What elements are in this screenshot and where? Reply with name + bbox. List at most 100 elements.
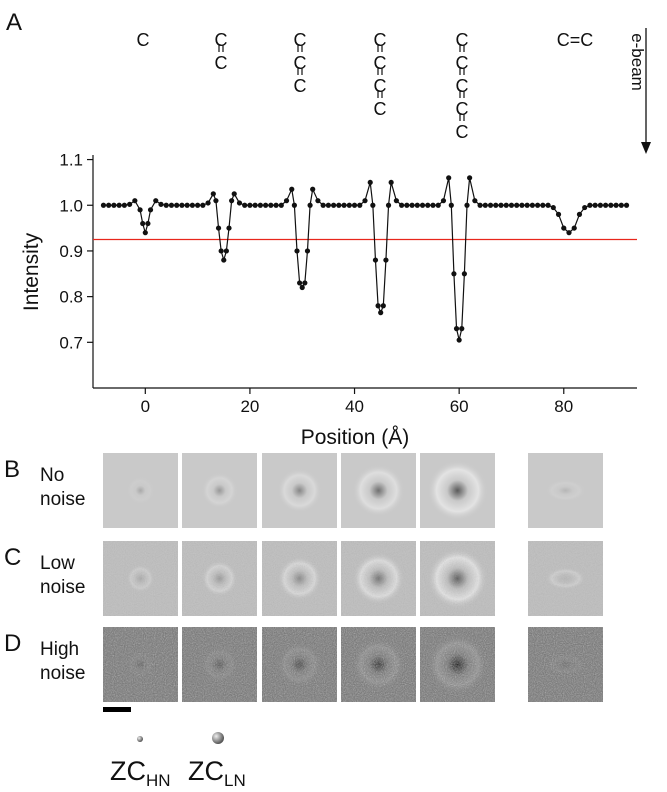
data-point xyxy=(121,202,127,208)
data-point xyxy=(535,202,541,208)
data-point xyxy=(545,202,551,208)
data-point xyxy=(613,202,619,208)
panel-label: A xyxy=(6,9,22,36)
data-point xyxy=(453,326,460,332)
data-point xyxy=(430,202,436,208)
y-tick-label: 1.1 xyxy=(59,151,83,170)
data-point xyxy=(587,202,593,208)
data-point xyxy=(357,202,363,208)
data-point xyxy=(566,230,572,236)
data-point xyxy=(137,207,143,213)
data-point xyxy=(446,175,452,181)
data-point xyxy=(571,225,577,231)
atom-label: C xyxy=(294,76,307,96)
row-panel-label: C xyxy=(4,544,21,571)
image-noise xyxy=(341,541,416,616)
data-point xyxy=(524,202,530,208)
data-point xyxy=(618,202,624,208)
row-label: No xyxy=(40,465,64,486)
atom-label: C xyxy=(137,30,150,50)
atom-label: C xyxy=(456,53,469,73)
data-point xyxy=(362,198,368,204)
data-point xyxy=(273,202,279,208)
data-point xyxy=(385,202,392,208)
data-point xyxy=(514,202,520,208)
atom-label: C xyxy=(456,122,469,142)
data-point xyxy=(519,202,525,208)
atom-label: C xyxy=(294,53,307,73)
y-tick-label: 1.0 xyxy=(59,196,83,215)
data-point xyxy=(440,198,447,204)
data-point xyxy=(529,202,535,208)
x-axis-label: Position (Å) xyxy=(301,426,410,449)
y-tick-label: 0.8 xyxy=(59,288,83,307)
data-point xyxy=(200,202,206,208)
data-point xyxy=(299,284,305,291)
data-point xyxy=(184,202,190,208)
y-tick-label: 0.7 xyxy=(59,333,83,352)
image-noise xyxy=(341,627,416,702)
x-tick-label: 60 xyxy=(450,397,469,416)
image-spot xyxy=(201,472,238,509)
data-point xyxy=(414,202,420,208)
data-point xyxy=(508,202,515,208)
data-point xyxy=(205,200,211,206)
image-spot xyxy=(545,479,586,502)
image-spot xyxy=(277,468,322,513)
data-point xyxy=(435,202,441,208)
image-noise xyxy=(103,541,178,616)
data-point xyxy=(409,202,415,208)
data-point xyxy=(378,310,384,316)
data-point xyxy=(257,202,263,208)
image-noise xyxy=(182,541,257,616)
data-point xyxy=(482,202,488,208)
data-point xyxy=(168,202,175,208)
atom-label: C xyxy=(215,53,228,73)
data-point xyxy=(189,202,195,208)
data-point xyxy=(163,202,169,208)
image-spot xyxy=(427,460,488,521)
data-point xyxy=(336,202,342,208)
image-noise xyxy=(528,627,603,702)
data-point xyxy=(226,225,232,231)
x-tick-label: 80 xyxy=(554,397,573,416)
data-point xyxy=(174,202,180,208)
atom-label: C xyxy=(456,99,469,119)
data-point xyxy=(218,248,224,254)
data-point xyxy=(106,202,112,208)
data-point xyxy=(210,191,216,197)
image-spot xyxy=(352,464,405,517)
data-point xyxy=(608,202,614,208)
data-point xyxy=(278,202,284,208)
data-point xyxy=(291,202,297,208)
beam-label: e-beam xyxy=(628,33,647,91)
atom-label: C xyxy=(374,53,387,73)
data-point xyxy=(576,211,583,217)
data-point xyxy=(388,179,394,186)
data-point xyxy=(372,257,379,263)
image-noise xyxy=(182,627,257,702)
data-point xyxy=(315,198,321,204)
row-label: High xyxy=(40,639,79,660)
x-tick-label: 20 xyxy=(240,397,259,416)
data-point xyxy=(297,280,303,286)
data-point xyxy=(252,202,258,208)
image-noise xyxy=(528,541,603,616)
data-point xyxy=(383,257,389,263)
data-point xyxy=(331,202,337,208)
data-point xyxy=(425,202,431,208)
y-tick-label: 0.9 xyxy=(59,242,83,261)
data-point xyxy=(623,202,630,208)
data-point xyxy=(302,280,308,286)
data-point xyxy=(399,202,405,208)
data-point xyxy=(472,198,478,204)
data-point xyxy=(268,202,274,208)
data-point xyxy=(370,202,376,208)
row-panel-label: B xyxy=(4,456,20,483)
data-point xyxy=(132,198,138,204)
data-point xyxy=(592,202,598,208)
data-point xyxy=(223,248,229,254)
data-point xyxy=(304,248,311,254)
data-point xyxy=(142,230,148,236)
data-point xyxy=(215,225,222,231)
